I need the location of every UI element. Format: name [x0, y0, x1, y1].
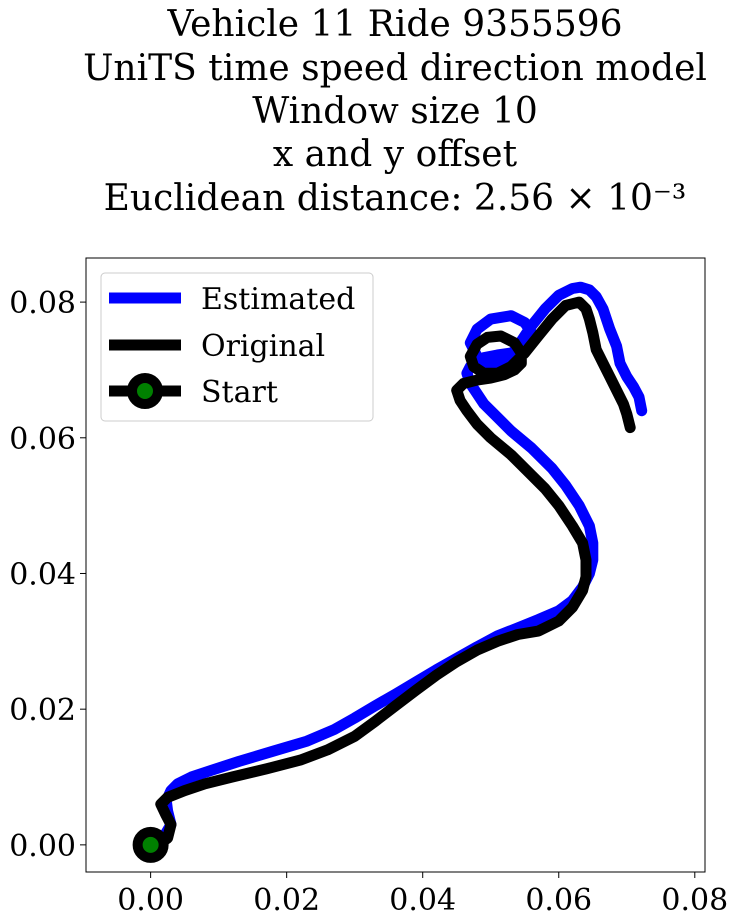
title-line-5: Euclidean distance: 2.56 × 10⁻³ — [104, 178, 687, 219]
title-line-1: Vehicle 11 Ride 9355596 — [166, 4, 622, 45]
legend-label-estimated: Estimated — [201, 282, 355, 317]
y-tick-label: 0.00 — [9, 829, 76, 864]
start-marker — [132, 826, 169, 863]
legend-label-start: Start — [201, 375, 278, 410]
title-line-2: UniTS time speed direction model — [83, 48, 707, 89]
x-tick-label: 0.06 — [525, 883, 592, 918]
y-tick-label: 0.06 — [9, 422, 76, 457]
y-tick-label: 0.08 — [9, 286, 76, 321]
x-tick-label: 0.00 — [117, 883, 184, 918]
series-line-estimated — [145, 281, 648, 851]
title-line-3: Window size 10 — [252, 91, 538, 132]
x-tick-label: 0.08 — [661, 883, 728, 918]
title-line-4: x and y offset — [273, 134, 518, 175]
y-axis: 0.00 0.02 0.04 0.06 0.08 — [9, 286, 86, 864]
series-line-original — [145, 296, 636, 851]
legend-label-original: Original — [201, 329, 325, 364]
series-group — [145, 281, 648, 851]
x-axis: 0.00 0.02 0.04 0.06 0.08 — [117, 872, 728, 918]
plot-area-frame — [85, 257, 706, 873]
y-tick-label: 0.02 — [9, 693, 76, 728]
legend: Estimated Original Start — [100, 272, 374, 422]
start-marker-group — [132, 826, 169, 863]
x-tick-label: 0.02 — [253, 883, 320, 918]
y-tick-label: 0.04 — [9, 557, 76, 592]
x-tick-label: 0.04 — [389, 883, 456, 918]
legend-swatch-start-marker — [127, 373, 163, 409]
legend-frame — [100, 272, 374, 422]
chart-title: Vehicle 11 Ride 9355596 UniTS time speed… — [83, 4, 707, 219]
